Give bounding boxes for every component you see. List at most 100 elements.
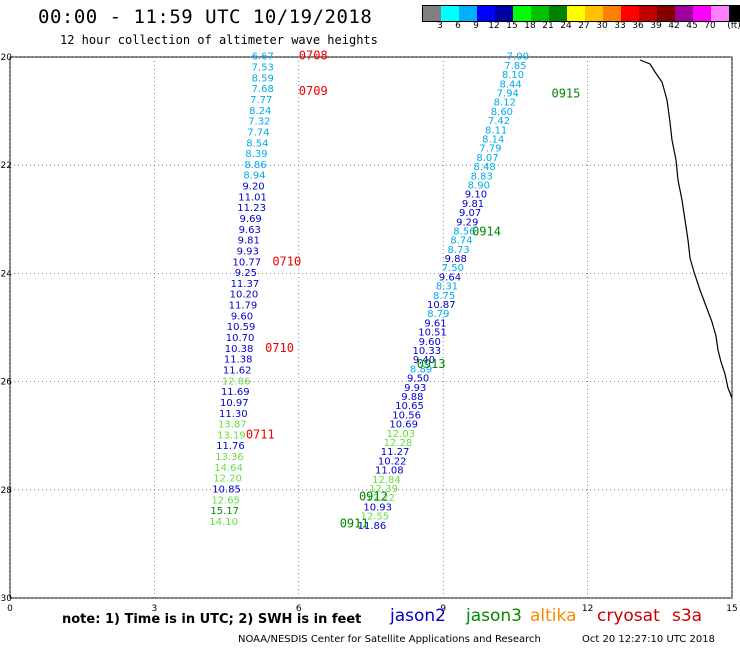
x-tick-label: 15	[726, 604, 737, 614]
swh-value: 8.48	[473, 162, 495, 173]
swh-value: 10.70	[226, 333, 255, 344]
swh-value: 10.85	[212, 485, 241, 496]
colorbar-swatch	[729, 6, 740, 21]
generated-timestamp: Oct 20 12:27:10 UTC 2018	[582, 634, 715, 645]
swh-value: 13.36	[215, 452, 244, 463]
swh-value: 8.31	[436, 282, 458, 293]
colorbar-swatch	[603, 6, 621, 21]
pass-time-label: 0708	[299, 49, 328, 63]
pass-time-label: 0709	[299, 84, 328, 98]
swh-value: 12.20	[213, 474, 242, 485]
swh-value: 12.39	[369, 484, 398, 495]
colorbar-label: 36	[632, 21, 644, 31]
colorbar-label: 42	[668, 21, 680, 31]
pass-time-label: 0710	[265, 341, 294, 355]
pass-time-label: 0913	[417, 357, 446, 371]
swh-value: 7.42	[488, 116, 510, 127]
swh-value: 12.86	[222, 376, 251, 387]
coastline	[639, 59, 733, 399]
credit-line: NOAA/NESDIS Center for Satellite Applica…	[238, 634, 541, 645]
swh-value: 9.20	[242, 182, 264, 193]
swh-value: 10.77	[232, 257, 261, 268]
swh-value: 7.94	[497, 88, 519, 99]
swh-value: 8.10	[502, 70, 524, 81]
swh-value: 10.97	[220, 398, 249, 409]
swh-value: 15.17	[210, 506, 239, 517]
colorbar-swatch	[441, 6, 459, 21]
swh-value: 9.93	[237, 246, 259, 257]
swh-value: 10.69	[389, 420, 418, 431]
colorbar-swatch	[477, 6, 495, 21]
x-tick-label: 12	[582, 604, 593, 614]
swh-value: 11.30	[219, 409, 248, 420]
swh-value: 9.88	[401, 392, 423, 403]
swh-value: 9.63	[239, 225, 261, 236]
y-tick-label: -30	[0, 594, 12, 604]
colorbar-swatch	[585, 6, 603, 21]
pass-time-label: 0911	[340, 517, 369, 531]
swh-value: 7.53	[252, 63, 274, 74]
swh-value: 11.69	[221, 387, 250, 398]
colorbar-swatch	[549, 6, 567, 21]
y-tick-label: -24	[0, 269, 12, 279]
swh-value: 7.85	[504, 61, 526, 72]
swh-value: 10.87	[427, 300, 456, 311]
swh-value: 8.24	[249, 106, 271, 117]
swh-value: 9.29	[456, 217, 478, 228]
swh-value: 13.87	[218, 420, 247, 431]
swh-value: 8.07	[476, 153, 498, 164]
pass-time-label: 0912	[359, 490, 388, 504]
swh-value: 8.14	[482, 134, 504, 145]
legend-altika: altika	[530, 606, 577, 626]
swh-value: 12.65	[211, 495, 240, 506]
swh-value: 8.44	[499, 79, 521, 90]
colorbar-label: 18	[524, 21, 536, 31]
x-tick-label: 9	[440, 604, 446, 614]
swh-value: 8.60	[491, 107, 513, 118]
swh-value: 9.60	[231, 311, 253, 322]
colorbar-swatch	[657, 6, 675, 21]
swh-value: 8.90	[468, 180, 490, 191]
colorbar	[422, 5, 740, 22]
swh-value: 8.79	[427, 309, 449, 320]
legend-cryosat: cryosat	[597, 606, 660, 626]
legend-jason2: jason2	[390, 606, 446, 626]
swh-value: 14.10	[209, 517, 238, 528]
colorbar-swatch	[423, 6, 441, 21]
swh-value: 11.01	[238, 192, 267, 203]
swh-value: 11.27	[381, 447, 410, 458]
swh-value: 10.59	[227, 322, 256, 333]
colorbar-label: 24	[560, 21, 572, 31]
pass-time-label: 0914	[472, 225, 501, 239]
footer-note: note: 1) Time is in UTC; 2) SWH is in fe…	[62, 612, 362, 627]
page-title: 00:00 - 11:59 UTC 10/19/2018	[38, 6, 373, 28]
page-subtitle: 12 hour collection of altimeter wave hei…	[60, 33, 378, 47]
swh-value: 11.76	[216, 441, 245, 452]
colorbar-swatch	[495, 6, 513, 21]
swh-value: 7.68	[252, 84, 274, 95]
colorbar-label: 6	[455, 21, 461, 31]
y-tick-label: -22	[0, 161, 12, 171]
swh-value: 8.11	[485, 125, 507, 136]
y-tick-label: -28	[0, 486, 12, 496]
swh-value: 8.54	[246, 138, 268, 149]
swh-value: 12.22	[366, 493, 395, 504]
y-tick-label: -20	[0, 53, 12, 63]
swh-value: 8.75	[433, 291, 455, 302]
swh-value: 11.86	[358, 521, 387, 532]
swh-value: 8.94	[243, 171, 265, 182]
swh-value: 10.93	[363, 502, 392, 513]
swh-value: 9.88	[445, 254, 467, 265]
swh-value: 11.62	[223, 365, 252, 376]
colorbar-label: 3	[437, 21, 443, 31]
pass-time-label: 0711	[246, 427, 275, 441]
swh-value: 10.51	[418, 328, 447, 339]
swh-value: 11.79	[229, 301, 258, 312]
colorbar-swatch	[675, 6, 693, 21]
swh-value: 9.25	[235, 268, 257, 279]
colorbar-swatch	[711, 6, 729, 21]
colorbar-label: 33	[614, 21, 626, 31]
colorbar-swatch	[513, 6, 531, 21]
colorbar-label: 12	[488, 21, 500, 31]
